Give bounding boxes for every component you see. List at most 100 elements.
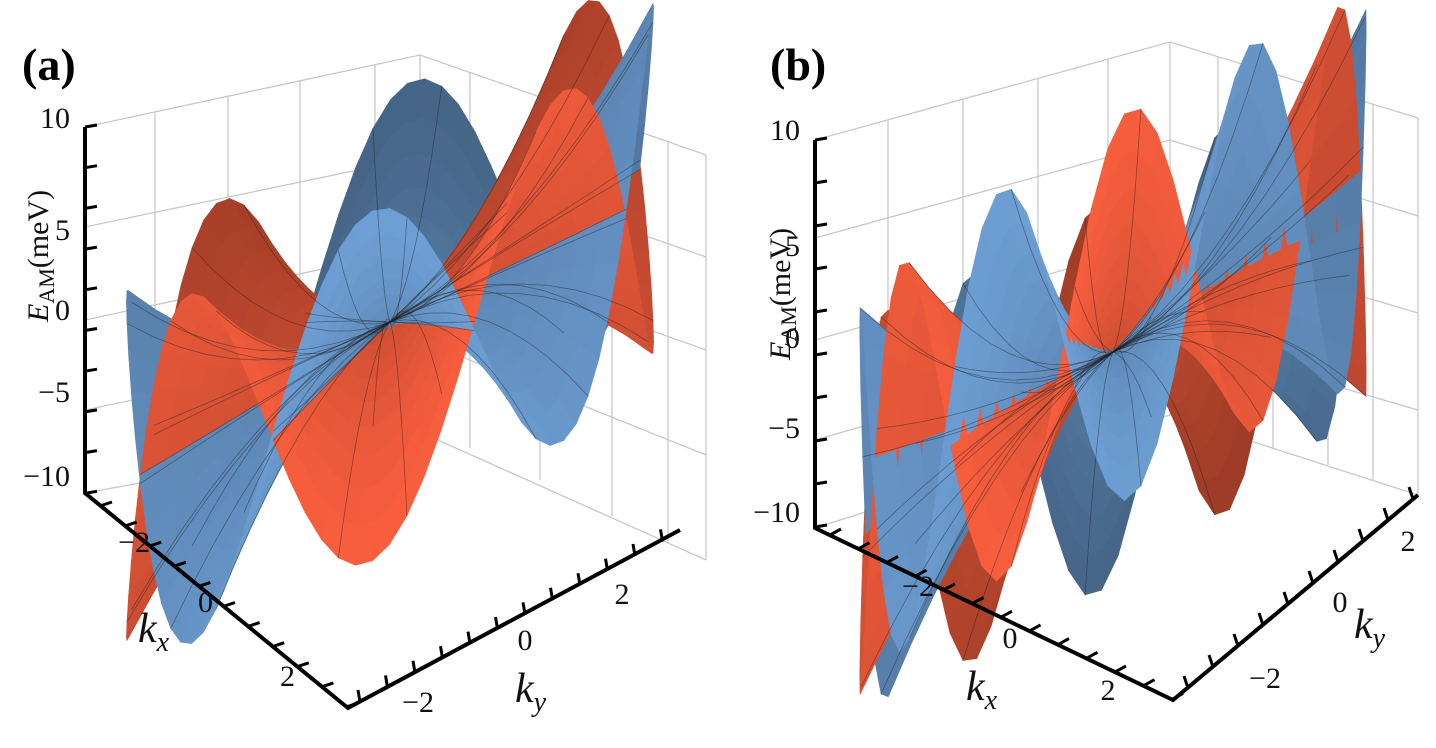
mesh-line bbox=[389, 310, 414, 323]
mesh-line bbox=[205, 353, 233, 360]
mesh-line bbox=[258, 357, 285, 361]
axis-tick bbox=[1282, 591, 1290, 605]
mesh-line bbox=[382, 321, 386, 329]
mesh-line bbox=[507, 258, 532, 270]
axis-tick bbox=[84, 367, 98, 373]
mesh-line bbox=[589, 184, 615, 200]
mesh-line bbox=[459, 244, 473, 256]
mesh-line bbox=[347, 318, 357, 321]
mesh-line bbox=[403, 453, 406, 483]
mesh-line bbox=[587, 15, 610, 61]
axis-tick bbox=[320, 681, 334, 689]
mesh-line bbox=[410, 242, 417, 265]
axis-tick bbox=[814, 394, 828, 400]
mesh-line bbox=[413, 299, 438, 312]
mesh-line bbox=[165, 444, 191, 460]
mesh-line bbox=[567, 375, 589, 397]
mesh-line bbox=[467, 292, 494, 297]
mesh-line bbox=[602, 208, 627, 222]
mesh-line bbox=[396, 363, 399, 382]
mesh-line bbox=[339, 337, 366, 354]
mesh-line bbox=[369, 329, 375, 334]
axis-tick bbox=[247, 621, 261, 629]
mesh-line bbox=[418, 296, 435, 309]
mesh-line bbox=[389, 312, 396, 323]
y-tick-label: −2 bbox=[1249, 662, 1281, 695]
mesh-line bbox=[284, 409, 297, 422]
mesh-line bbox=[314, 353, 341, 370]
mesh-line bbox=[393, 321, 396, 326]
mesh-line bbox=[264, 383, 291, 400]
mesh-line bbox=[318, 343, 343, 355]
y-axis-label-b: ky bbox=[1354, 602, 1386, 654]
mesh-line bbox=[367, 321, 391, 337]
axis-tick bbox=[124, 520, 138, 528]
mesh-line bbox=[410, 313, 417, 320]
mesh-line bbox=[389, 321, 393, 329]
x-axis-label-b: kx bbox=[966, 664, 998, 716]
mesh-line bbox=[192, 334, 215, 347]
mesh-line bbox=[430, 354, 437, 373]
mesh-line bbox=[531, 248, 556, 260]
axis-tick bbox=[814, 222, 828, 228]
mesh-line bbox=[374, 381, 377, 403]
mesh-line bbox=[565, 297, 588, 310]
mesh-line bbox=[384, 318, 387, 323]
mesh-line bbox=[389, 319, 405, 323]
mesh-line bbox=[260, 399, 287, 428]
mesh-line bbox=[401, 426, 404, 454]
mesh-line bbox=[413, 300, 438, 312]
mesh-line bbox=[373, 320, 382, 322]
y-tick-label: 2 bbox=[615, 578, 630, 611]
chart-a-svg: 10 5 0 −5 −10 −2 0 2 −2 0 2 kx ky EAM(me… bbox=[22, 0, 707, 719]
mesh-line bbox=[415, 217, 422, 243]
mesh-line bbox=[484, 268, 509, 280]
axis-tick bbox=[345, 701, 359, 709]
mesh-line bbox=[389, 306, 417, 323]
mesh-line bbox=[280, 407, 303, 438]
axis-tick bbox=[1182, 675, 1190, 689]
mesh-line bbox=[322, 315, 331, 318]
axis-tick bbox=[1207, 654, 1215, 668]
mesh-line bbox=[436, 265, 449, 278]
x-tick-label: −2 bbox=[902, 570, 934, 603]
axis-tick bbox=[604, 558, 609, 571]
mesh-line bbox=[565, 59, 588, 102]
mesh-line bbox=[488, 223, 510, 248]
mesh-line bbox=[337, 250, 344, 272]
mesh-line bbox=[539, 209, 566, 227]
mesh-line bbox=[377, 348, 381, 364]
mesh-line bbox=[331, 346, 347, 362]
panel-label-b: (b) bbox=[770, 39, 826, 90]
mesh-line bbox=[337, 338, 364, 359]
axis-tick bbox=[549, 587, 554, 601]
mesh-line bbox=[488, 321, 509, 332]
mesh-line bbox=[386, 307, 389, 317]
mesh-line bbox=[231, 286, 252, 302]
mesh-line bbox=[233, 325, 252, 338]
mesh-line bbox=[319, 379, 332, 393]
axis-tick bbox=[814, 351, 828, 357]
mesh-line bbox=[602, 218, 627, 229]
mesh-line bbox=[343, 271, 350, 290]
mesh-line bbox=[493, 216, 520, 245]
mesh-line bbox=[459, 215, 478, 244]
mesh-line bbox=[153, 415, 178, 426]
mesh-line bbox=[449, 326, 458, 329]
mesh-line bbox=[389, 307, 413, 323]
mesh-line bbox=[455, 236, 479, 263]
mesh-line bbox=[313, 314, 323, 317]
mesh-line bbox=[471, 227, 484, 241]
mesh-line bbox=[378, 321, 391, 334]
mesh-line bbox=[285, 428, 304, 459]
mesh-line bbox=[528, 342, 549, 358]
mesh-line bbox=[375, 321, 391, 328]
axis-tick bbox=[384, 675, 389, 688]
mesh-line bbox=[521, 285, 544, 291]
mesh-line bbox=[302, 353, 325, 359]
mesh-line bbox=[415, 288, 442, 308]
surface-patch-down bbox=[1110, 355, 1118, 366]
mesh-line bbox=[331, 311, 347, 320]
mesh-line bbox=[600, 296, 627, 308]
axis-tick bbox=[1407, 486, 1415, 500]
